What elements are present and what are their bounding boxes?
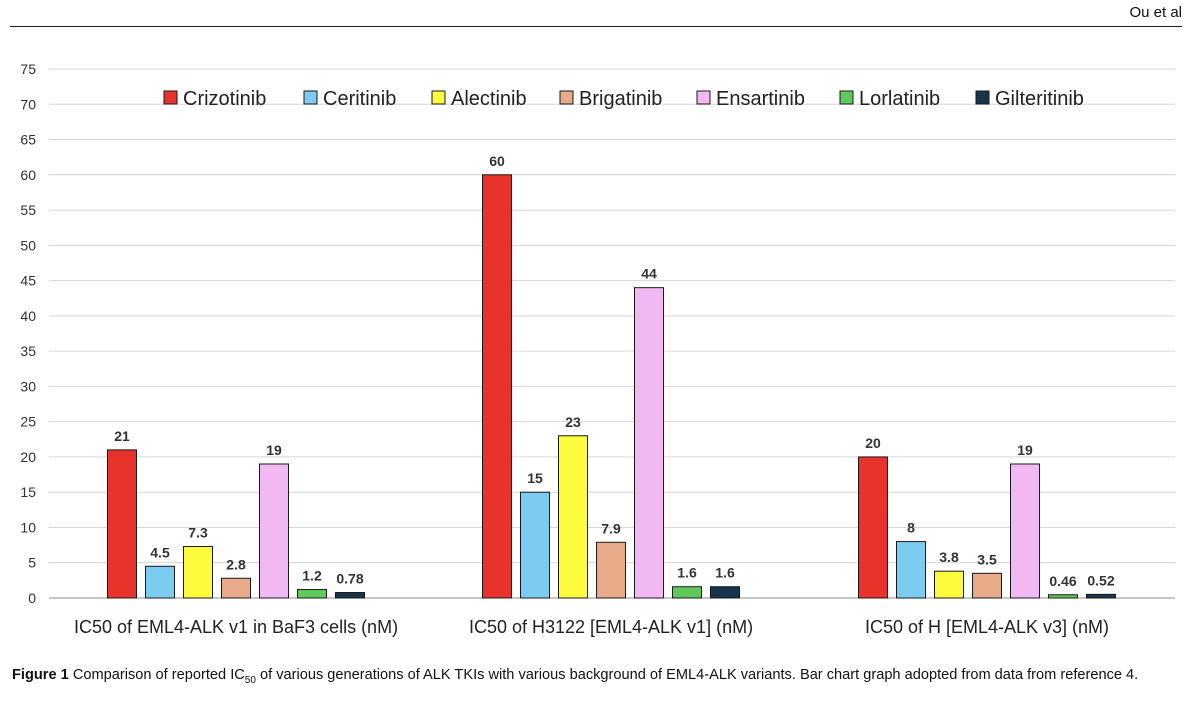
figure-caption: Figure 1 Comparison of reported IC50 of …: [12, 666, 1182, 690]
legend-label: Ensartinib: [716, 88, 805, 110]
y-tick-label: 20: [20, 449, 36, 465]
legend-label: Lorlatinib: [859, 88, 940, 110]
legend-swatch: [975, 90, 990, 105]
bar: [896, 541, 926, 599]
y-tick-label: 5: [28, 555, 36, 571]
y-tick-label: 45: [20, 273, 36, 289]
legend-swatch: [696, 90, 711, 105]
bar: [558, 435, 588, 599]
y-tick-label: 40: [20, 308, 36, 324]
bar: [1086, 593, 1116, 599]
data-label: 23: [565, 414, 581, 430]
caption-text-before: Comparison of reported IC: [72, 667, 245, 683]
data-label: 3.5: [977, 551, 997, 567]
data-label: 44: [641, 266, 657, 282]
figure-label: Figure 1: [12, 667, 69, 683]
legend-swatch: [839, 90, 854, 105]
legend-label: Crizotinib: [183, 88, 266, 110]
y-tick-label: 55: [20, 202, 36, 218]
x-category-label: IC50 of H [EML4-ALK v3] (nM): [865, 617, 1109, 637]
y-tick-label: 50: [20, 237, 36, 253]
y-tick-label: 65: [20, 132, 36, 148]
data-label: 21: [114, 428, 130, 444]
bar: [297, 589, 327, 599]
bar: [1010, 463, 1040, 599]
bar: [520, 491, 550, 599]
bar: [596, 541, 626, 599]
legend-swatch: [303, 90, 318, 105]
y-tick-label: 15: [20, 484, 36, 500]
legend-label: Gilteritinib: [995, 88, 1084, 110]
bar: [335, 591, 365, 599]
y-tick-label: 35: [20, 343, 36, 359]
y-tick-label: 60: [20, 167, 36, 183]
bar: [858, 456, 888, 599]
data-label: 1.6: [677, 565, 697, 581]
y-tick-label: 25: [20, 414, 36, 430]
bar: [710, 586, 740, 599]
bar: [672, 586, 702, 599]
y-tick-label: 10: [20, 519, 36, 535]
data-label: 19: [266, 442, 282, 458]
data-label: 4.5: [150, 544, 170, 560]
data-label: 7.3: [188, 525, 208, 541]
y-tick-label: 0: [28, 590, 36, 606]
caption-subscript: 50: [244, 674, 256, 686]
data-label: 0.52: [1087, 572, 1114, 588]
bar: [259, 463, 289, 599]
legend-label: Alectinib: [451, 88, 527, 110]
header-rule: [10, 26, 1182, 27]
data-label: 15: [527, 470, 543, 486]
legend-swatch: [559, 90, 574, 105]
bar: [107, 449, 137, 599]
y-tick-label: 30: [20, 378, 36, 394]
data-label: 8: [907, 520, 915, 536]
data-label: 2.8: [226, 556, 246, 572]
legend-label: Ceritinib: [323, 88, 396, 110]
bar: [972, 572, 1002, 599]
bar: [221, 577, 251, 599]
y-tick-label: 75: [20, 61, 36, 77]
data-label: 60: [489, 153, 505, 169]
bar: [183, 546, 213, 599]
bar: [634, 287, 664, 599]
bar-chart: 0 5 10 15 20 25 30 35 40 45 50 55 60 65 70 75 21 4.5 7.3 2.…: [20, 61, 1175, 637]
legend-swatch: [431, 90, 446, 105]
data-label: 20: [865, 435, 881, 451]
x-category-label: IC50 of H3122 [EML4-ALK v1] (nM): [469, 617, 753, 637]
x-category-label: IC50 of EML4-ALK v1 in BaF3 cells (nM): [74, 617, 398, 637]
y-tick-label: 70: [20, 96, 36, 112]
data-label: 1.2: [302, 568, 322, 584]
legend-swatch: [163, 90, 178, 105]
data-label: 7.9: [601, 520, 621, 536]
bar: [482, 174, 512, 599]
caption-text-after: of various generations of ALK TKIs with …: [255, 667, 1139, 683]
bar: [1048, 594, 1078, 599]
legend-label: Brigatinib: [579, 88, 662, 110]
data-label: 0.46: [1049, 573, 1076, 589]
data-label: 19: [1017, 442, 1033, 458]
data-label: 0.78: [336, 570, 363, 586]
bar: [934, 570, 964, 599]
running-head: Ou et al: [1129, 4, 1182, 21]
data-label: 1.6: [715, 565, 735, 581]
data-label: 3.8: [939, 549, 959, 565]
bar: [145, 565, 175, 599]
